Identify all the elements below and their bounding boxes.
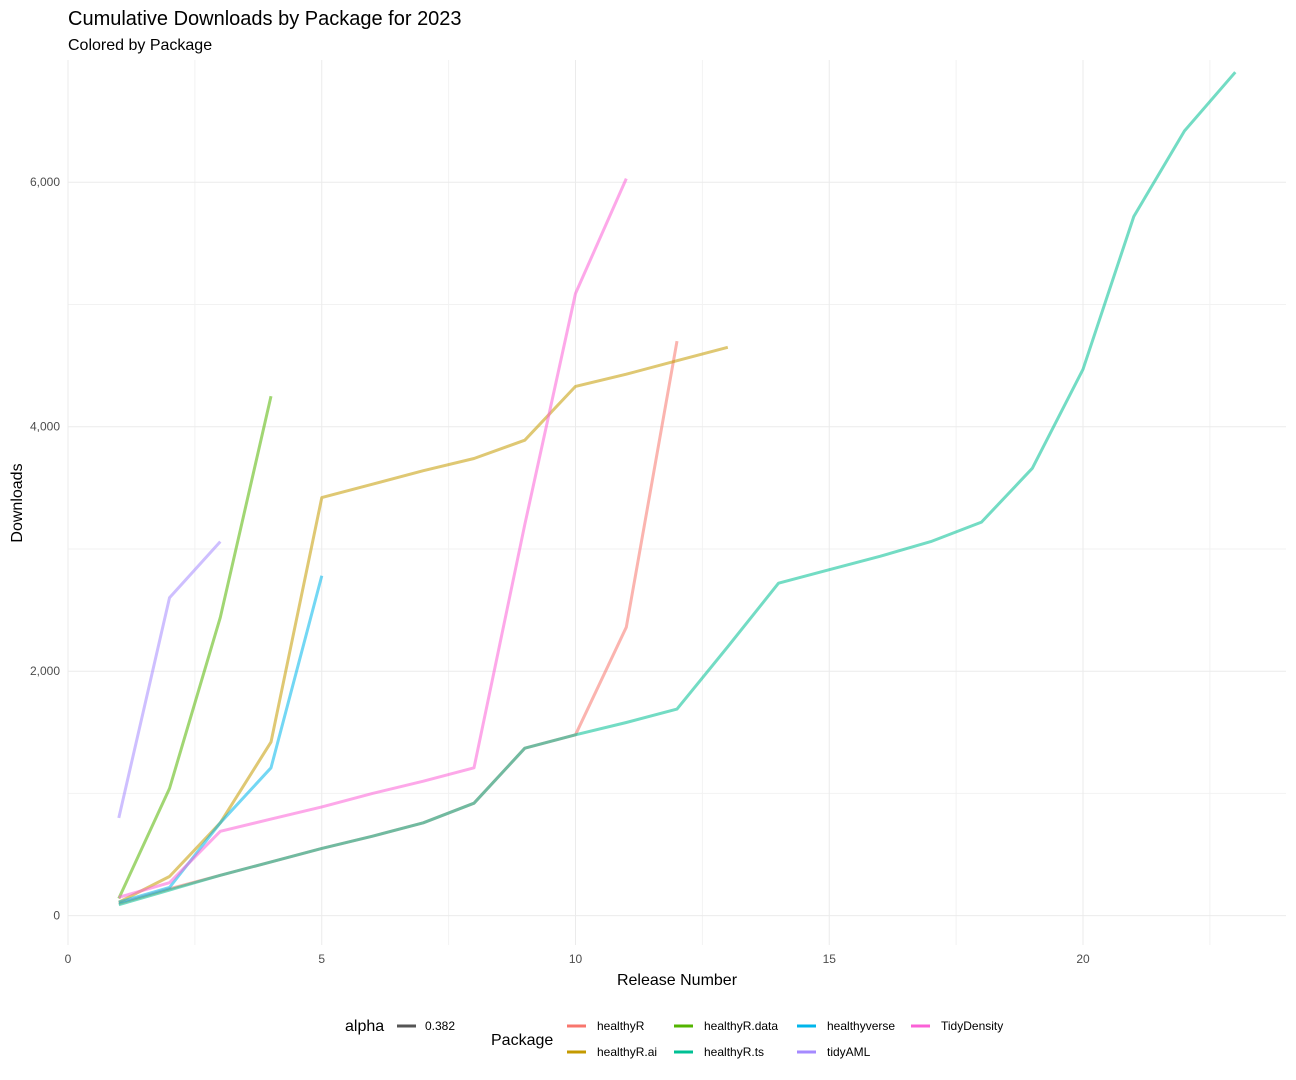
chart-subtitle: Colored by Package [68, 37, 212, 54]
x-axis-title: Release Number [617, 972, 738, 989]
plot-lines [117, 71, 1237, 907]
x-tick-label: 0 [65, 952, 72, 966]
y-axis-ticks: 0 2,000 4,000 6,000 [30, 175, 60, 922]
series-line-healthyverse [118, 575, 324, 904]
legend-label-healthyR.ai: healthyR.ai [597, 1045, 657, 1059]
legend-label-TidyDensity: TidyDensity [941, 1019, 1003, 1033]
series-line-healthyR [118, 340, 679, 905]
chart-title: Cumulative Downloads by Package for 2023 [68, 8, 462, 30]
y-tick-label: 4,000 [30, 420, 60, 434]
legend-label-healthyR: healthyR [597, 1019, 645, 1033]
y-tick-label: 0 [53, 909, 60, 923]
series-line-tidyAML [117, 540, 222, 819]
series-line-healthyR.ai [118, 345, 729, 904]
alpha-legend-title: alpha [345, 1018, 384, 1035]
package-legend-title: Package [491, 1032, 553, 1049]
series-line-healthyR.data [117, 395, 273, 900]
y-tick-label: 6,000 [30, 175, 60, 189]
legend: alpha 0.382 Package healthyRhealthyR.aih… [345, 1018, 1003, 1059]
x-tick-label: 15 [823, 952, 837, 966]
x-tick-label: 20 [1076, 952, 1090, 966]
legend-label-healthyverse: healthyverse [827, 1019, 895, 1033]
x-tick-label: 5 [318, 952, 325, 966]
y-tick-label: 2,000 [30, 664, 60, 678]
legend-label-healthyR.data: healthyR.data [704, 1019, 778, 1033]
legend-label-healthyR.ts: healthyR.ts [704, 1045, 764, 1059]
alpha-legend-label: 0.382 [425, 1019, 455, 1033]
y-axis-title: Downloads [9, 463, 26, 542]
legend-label-tidyAML: tidyAML [827, 1045, 871, 1059]
series-line-healthyR.ts [118, 71, 1237, 907]
x-axis-ticks: 0 5 10 15 20 [65, 952, 1090, 966]
grid [67, 60, 1286, 945]
package-legend-items: healthyR healthyR.ai healthyR.data healthyR… [567, 1019, 1003, 1059]
series-line-TidyDensity [118, 177, 628, 899]
x-tick-label: 10 [569, 952, 583, 966]
